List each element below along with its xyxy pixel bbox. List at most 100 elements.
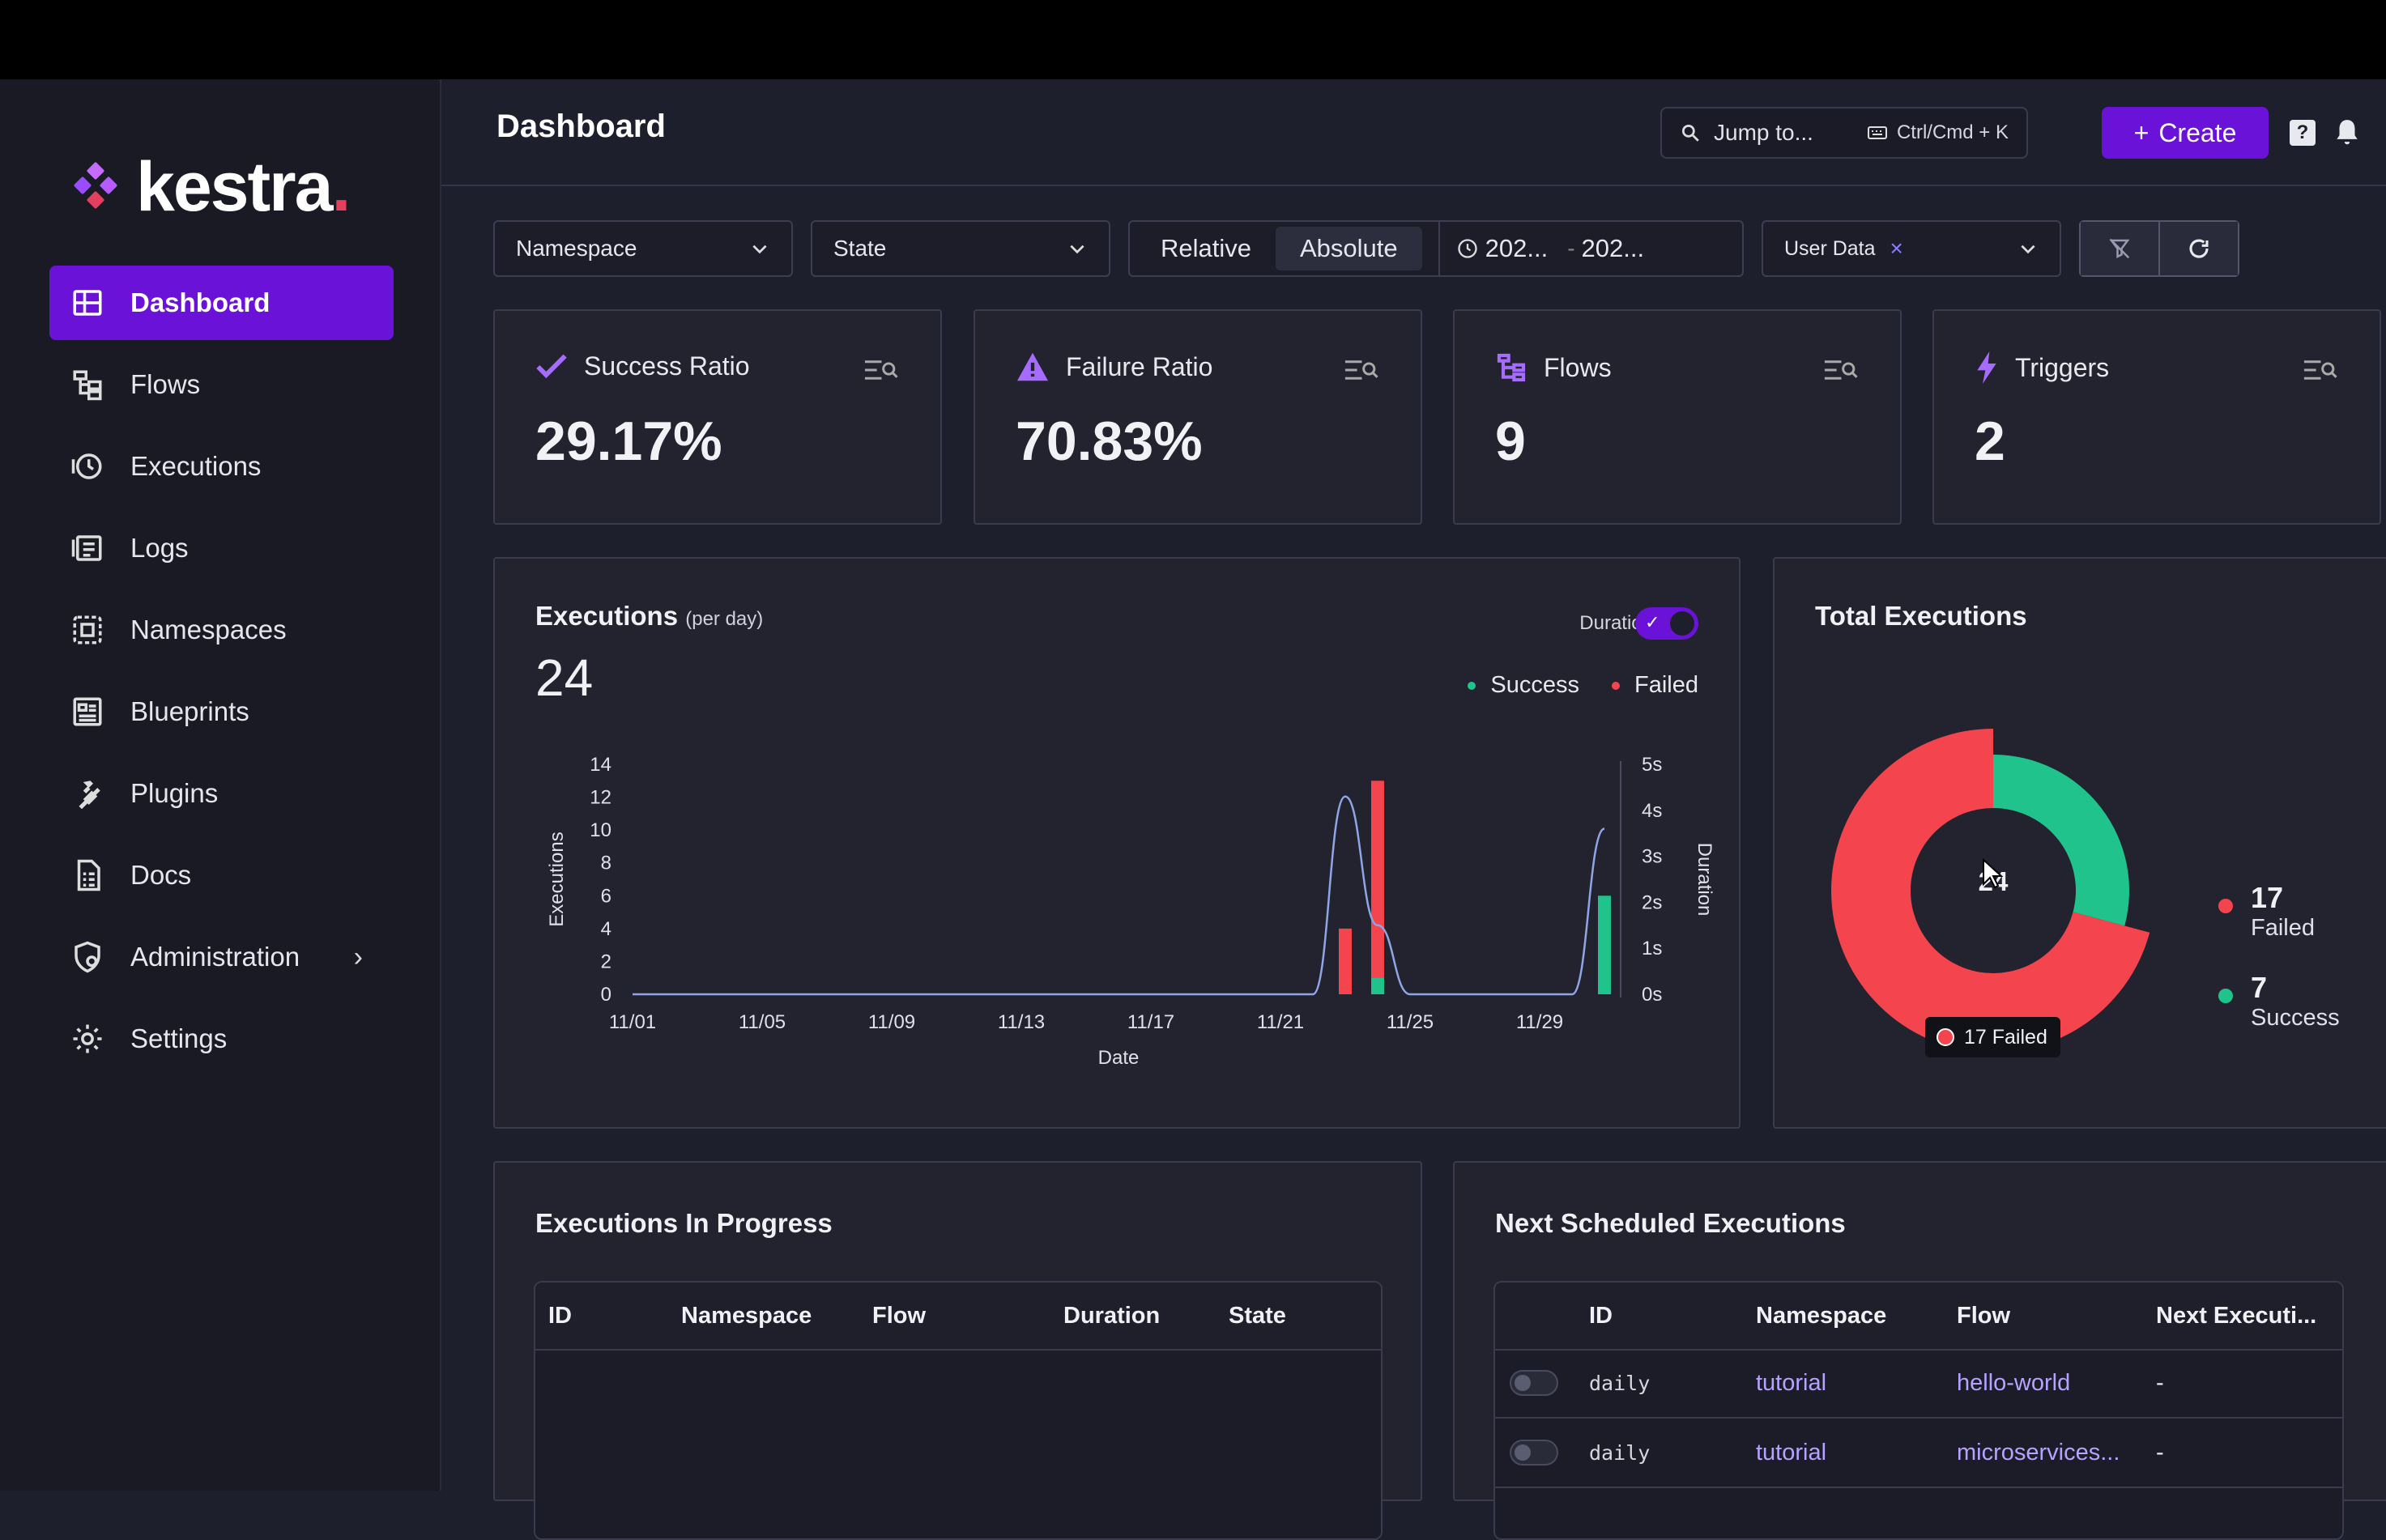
- absolute-tab[interactable]: Absolute: [1276, 227, 1422, 270]
- relative-tab[interactable]: Relative: [1161, 234, 1251, 262]
- search-list-icon[interactable]: [1822, 358, 1858, 382]
- filter-bar: Namespace State Relative Absolute 202...…: [493, 220, 2372, 277]
- search-shortcut: Ctrl/Cmd + K: [1867, 121, 2009, 144]
- legend-item-failed[interactable]: 17 Failed: [2218, 881, 2340, 942]
- x-tick-label: 11/09: [868, 1011, 915, 1033]
- date-range-picker: Relative Absolute 202... - 202...: [1128, 220, 1744, 277]
- column-header-id[interactable]: ID: [548, 1303, 572, 1329]
- sidebar-item-blueprints[interactable]: Blueprints: [49, 674, 394, 749]
- x-axis-label: Date: [1098, 1047, 1140, 1069]
- column-header-flow[interactable]: Flow: [1957, 1303, 2011, 1329]
- sidebar-item-label: Blueprints: [130, 696, 249, 726]
- clear-filters-button[interactable]: [2081, 222, 2160, 275]
- search-placeholder: Jump to...: [1714, 120, 1813, 145]
- column-header-next-execution[interactable]: Next Executi...: [2156, 1303, 2317, 1329]
- action-buttons: [2079, 220, 2239, 277]
- state-select[interactable]: State: [811, 220, 1110, 277]
- sidebar-item-label: Flows: [130, 369, 201, 399]
- donut-slice-failed[interactable]: [1831, 729, 2150, 1053]
- column-header-namespace[interactable]: Namespace: [681, 1303, 812, 1329]
- column-header-id[interactable]: ID: [1589, 1303, 1613, 1329]
- bar-failed: [1371, 781, 1384, 994]
- sidebar-item-label: Executions: [130, 451, 262, 481]
- create-button[interactable]: + Create: [2102, 107, 2269, 159]
- chart-legend: Success Failed: [1468, 672, 1698, 699]
- flow-link[interactable]: hello-world: [1957, 1370, 2071, 1396]
- failure-ratio-card: Failure Ratio 70.83%: [974, 309, 1422, 525]
- x-tick-label: 11/29: [1516, 1011, 1563, 1033]
- executions-total: 24: [535, 649, 594, 707]
- executions-chart: 0 2 4 6 8 10 12 14 0s 1s 2s 3s 4s 5s 11/01 11/05 11/09 11…: [546, 754, 1715, 1069]
- search-input[interactable]: Jump to... Ctrl/Cmd + K: [1660, 107, 2028, 159]
- donut-slice-success[interactable]: [1993, 755, 2129, 926]
- namespace-select[interactable]: Namespace: [493, 220, 793, 277]
- kestra-logo[interactable]: kestra.: [70, 151, 351, 223]
- search-list-icon[interactable]: [1343, 358, 1378, 382]
- table-row[interactable]: daily tutorial hello-world -: [1495, 1349, 2342, 1419]
- chevron-down-icon: [2021, 245, 2035, 254]
- logs-icon: [69, 530, 106, 567]
- duration-line: [632, 795, 1605, 996]
- legend-item-success[interactable]: Success: [1468, 672, 1579, 699]
- sidebar-item-dashboard[interactable]: Dashboard: [49, 266, 394, 340]
- sidebar-nav: Dashboard Flows Executions Logs Namespac…: [49, 266, 394, 1083]
- search-list-icon[interactable]: [863, 358, 898, 382]
- sidebar-item-namespaces[interactable]: Namespaces: [49, 593, 394, 667]
- sidebar-item-plugins[interactable]: Plugins: [49, 756, 394, 831]
- sidebar-item-settings[interactable]: Settings: [49, 1002, 394, 1076]
- sidebar-item-label: Docs: [130, 860, 192, 890]
- y-tick-label: 4: [601, 918, 611, 940]
- executions-in-progress-table: ID Namespace Flow Duration State: [534, 1281, 1383, 1540]
- sidebar-item-label: Namespaces: [130, 615, 287, 645]
- duration-toggle[interactable]: ✓: [1635, 607, 1698, 640]
- refresh-button[interactable]: [2160, 222, 2238, 275]
- search-list-icon[interactable]: [2302, 358, 2337, 382]
- sidebar-item-executions[interactable]: Executions: [49, 429, 394, 504]
- y2-tick-label: 4s: [1642, 800, 1662, 822]
- filter-off-icon: [2109, 238, 2130, 259]
- trigger-toggle[interactable]: [1510, 1370, 1558, 1396]
- check-icon: [536, 354, 567, 378]
- page-header: Dashboard Jump to... Ctrl/Cmd + K + Crea…: [441, 79, 2386, 186]
- column-header-namespace[interactable]: Namespace: [1756, 1303, 1887, 1329]
- sidebar-item-administration[interactable]: Administration ›: [49, 920, 394, 994]
- namespaces-icon: [69, 611, 106, 649]
- y2-axis-label: Duration: [1694, 843, 1715, 917]
- column-header-duration[interactable]: Duration: [1063, 1303, 1161, 1329]
- y2-tick-label: 5s: [1642, 754, 1662, 776]
- date-from-input[interactable]: 202...: [1485, 234, 1549, 262]
- namespace-link[interactable]: tutorial: [1756, 1440, 1827, 1466]
- plus-icon: +: [2133, 117, 2150, 147]
- flow-link[interactable]: microservices...: [1957, 1440, 2120, 1466]
- keyboard-icon: [1867, 126, 1887, 139]
- table-row[interactable]: daily tutorial microservices... -: [1495, 1419, 2342, 1488]
- sidebar-item-flows[interactable]: Flows: [49, 347, 394, 422]
- y-tick-label: 0: [601, 984, 611, 1006]
- namespace-link[interactable]: tutorial: [1756, 1370, 1827, 1396]
- kpi-title: Triggers: [2015, 352, 2110, 382]
- help-icon[interactable]: ?: [2290, 120, 2316, 146]
- clear-icon[interactable]: ×: [1890, 236, 1903, 261]
- column-header-state[interactable]: State: [1229, 1303, 1286, 1329]
- sidebar-item-label: Dashboard: [130, 287, 271, 317]
- total-executions-donut: [1831, 729, 2150, 1053]
- kpi-value: 2: [1975, 411, 2005, 472]
- trigger-toggle[interactable]: [1510, 1440, 1558, 1466]
- legend-item-failed[interactable]: Failed: [1612, 672, 1698, 699]
- kpi-value: 70.83%: [1016, 411, 1203, 472]
- user-data-select[interactable]: User Data ×: [1762, 220, 2061, 277]
- executions-chart-card: Executions (per day) 24 Duration ✓ Succe…: [493, 557, 1741, 1129]
- total-executions-title: Total Executions: [1815, 601, 2027, 631]
- y-tick-label: 2: [601, 951, 611, 972]
- sidebar-item-docs[interactable]: Docs: [49, 838, 394, 913]
- y2-tick-label: 0s: [1642, 984, 1662, 1006]
- column-header-flow[interactable]: Flow: [872, 1303, 927, 1329]
- page-title: Dashboard: [496, 108, 666, 144]
- legend-item-success[interactable]: 7 Success: [2218, 971, 2340, 1032]
- bell-icon[interactable]: [2332, 117, 2363, 149]
- date-to-input[interactable]: 202...: [1581, 234, 1645, 262]
- sidebar-item-logs[interactable]: Logs: [49, 511, 394, 585]
- y-axis-label: Executions: [546, 832, 568, 926]
- check-icon: ✓: [1645, 612, 1660, 632]
